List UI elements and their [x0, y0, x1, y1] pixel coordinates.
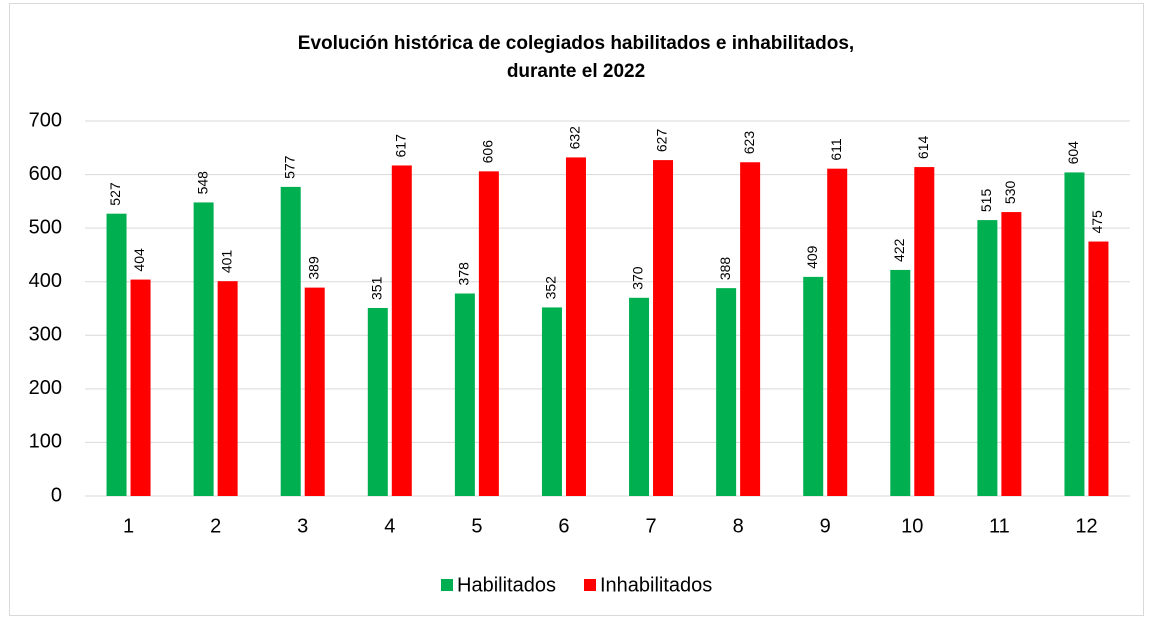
bar — [740, 162, 761, 496]
bar — [1001, 212, 1022, 497]
bar — [106, 213, 127, 496]
x-tick-label: 12 — [1075, 515, 1097, 537]
data-label: 475 — [1089, 210, 1105, 234]
x-tick-label: 2 — [210, 515, 221, 537]
y-tick-label: 100 — [29, 431, 62, 453]
data-label: 409 — [804, 245, 820, 269]
bar — [629, 297, 650, 496]
chart-title: Evolución histórica de colegiados habili… — [298, 33, 854, 54]
bar — [217, 281, 238, 496]
bar — [914, 167, 935, 497]
bar — [716, 288, 737, 496]
legend-swatch — [441, 579, 453, 591]
data-label: 577 — [281, 155, 297, 179]
data-label: 351 — [368, 276, 384, 300]
y-tick-label: 300 — [29, 324, 62, 346]
bar — [565, 157, 586, 496]
bar — [280, 186, 301, 496]
data-label: 614 — [915, 135, 931, 159]
legend-label: Habilitados — [457, 574, 556, 596]
data-label: 623 — [741, 131, 757, 155]
bar — [478, 171, 499, 496]
bar — [193, 202, 214, 496]
bar — [977, 220, 998, 496]
x-tick-label: 9 — [820, 515, 831, 537]
data-label: 530 — [1002, 180, 1018, 204]
bar — [391, 165, 412, 496]
data-label: 388 — [717, 257, 733, 281]
y-tick-label: 200 — [29, 377, 62, 399]
data-label: 378 — [456, 262, 472, 286]
bar — [827, 168, 848, 496]
data-label: 617 — [392, 134, 408, 158]
bar — [1088, 241, 1109, 496]
data-label: 370 — [630, 266, 646, 290]
data-label: 422 — [891, 238, 907, 262]
x-tick-label: 7 — [645, 515, 656, 537]
data-label: 515 — [978, 189, 994, 213]
x-tick-label: 11 — [989, 515, 1010, 537]
data-label: 604 — [1065, 141, 1081, 165]
legend-label: Inhabilitados — [600, 574, 712, 596]
bar — [367, 307, 388, 496]
data-label: 401 — [218, 250, 234, 274]
x-tick-label: 4 — [384, 515, 395, 537]
data-label: 404 — [131, 248, 147, 272]
data-label: 548 — [194, 171, 210, 195]
y-tick-label: 500 — [29, 216, 62, 238]
y-tick-label: 400 — [29, 270, 62, 292]
x-tick-label: 3 — [297, 515, 308, 537]
chart-title: durante el 2022 — [507, 61, 645, 82]
x-tick-label: 10 — [901, 515, 923, 537]
x-tick-label: 8 — [733, 515, 744, 537]
data-label: 611 — [828, 138, 844, 161]
legend-swatch — [584, 579, 596, 591]
x-tick-label: 1 — [123, 515, 134, 537]
data-label: 606 — [480, 140, 496, 164]
y-tick-label: 0 — [51, 484, 62, 506]
bar — [541, 307, 562, 496]
data-label: 352 — [543, 276, 559, 300]
data-label: 627 — [654, 129, 670, 153]
bar — [803, 276, 824, 496]
y-tick-label: 700 — [29, 109, 62, 131]
bar — [130, 279, 151, 496]
y-tick-label: 600 — [29, 163, 62, 185]
x-tick-label: 6 — [558, 515, 569, 537]
data-label: 389 — [305, 256, 321, 280]
data-label: 527 — [107, 182, 123, 206]
bar — [454, 293, 475, 496]
bar — [890, 269, 911, 496]
x-tick-label: 5 — [471, 515, 482, 537]
bar — [653, 160, 674, 496]
bar — [1064, 172, 1085, 496]
bar — [304, 287, 325, 496]
data-label: 632 — [567, 126, 583, 150]
